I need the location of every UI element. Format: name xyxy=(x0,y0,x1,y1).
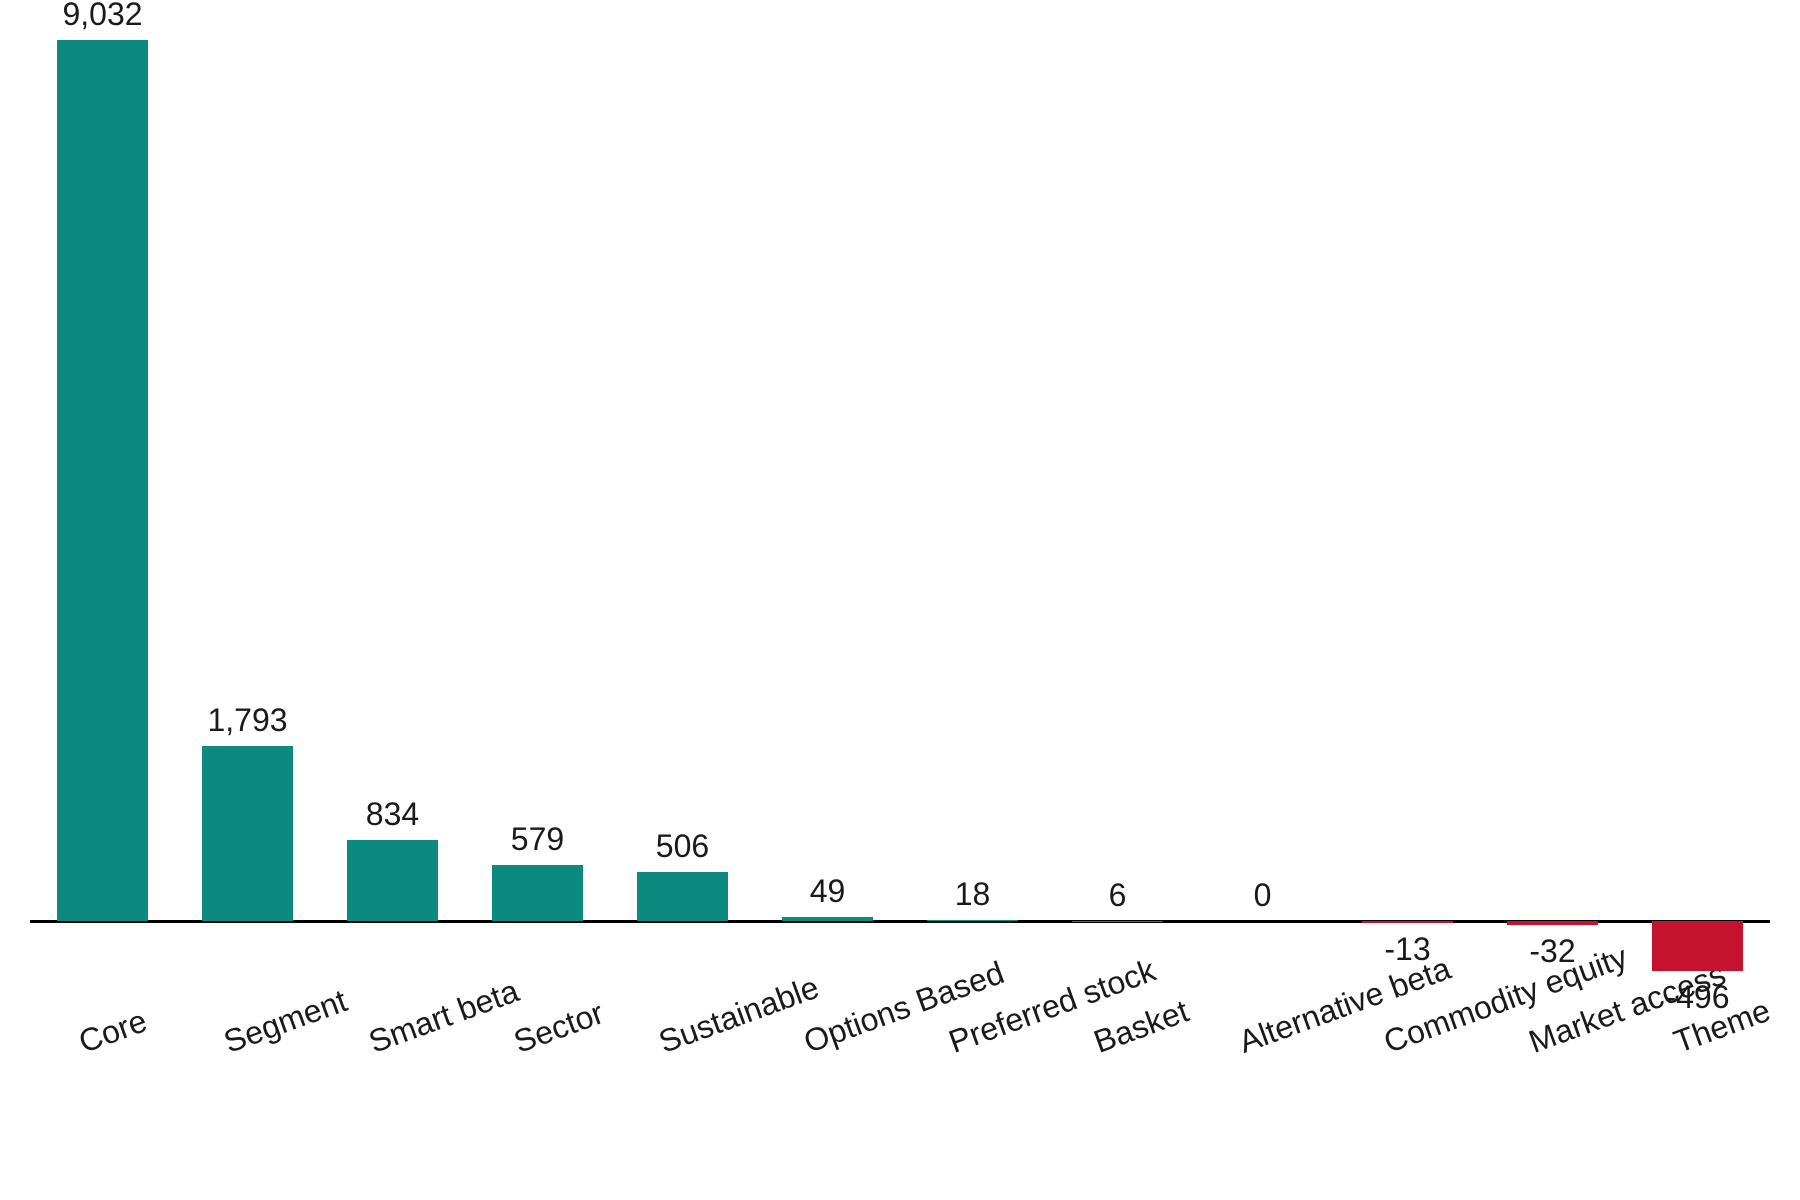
plot-area: 9,032Core1,793Segment834Smart beta579Sec… xyxy=(30,40,1770,1170)
category-label: Sustainable xyxy=(654,969,824,1061)
bar-value-label: 49 xyxy=(755,873,900,910)
bar-value-label: 0 xyxy=(1190,877,1335,914)
bar-value-label: 9,032 xyxy=(30,0,175,33)
bar-value-label: 506 xyxy=(610,828,755,865)
bar xyxy=(637,872,728,921)
bar xyxy=(347,840,438,921)
bar-value-label: 579 xyxy=(465,821,610,858)
bar xyxy=(1507,921,1598,924)
bar-value-label: 1,793 xyxy=(175,702,320,739)
bar xyxy=(1072,921,1163,922)
bar-chart: 9,032Core1,793Segment834Smart beta579Sec… xyxy=(0,0,1800,1200)
bar xyxy=(492,865,583,922)
bar-value-label: 834 xyxy=(320,796,465,833)
bar xyxy=(1652,921,1743,971)
category-label: Core xyxy=(74,1002,152,1060)
bar xyxy=(927,920,1018,922)
bar xyxy=(782,917,873,922)
bar-value-label: -13 xyxy=(1335,931,1480,968)
category-label: Smart beta xyxy=(364,973,524,1061)
bar xyxy=(1362,921,1453,922)
category-label: Segment xyxy=(219,982,352,1061)
bar xyxy=(202,746,293,921)
bar xyxy=(57,40,148,921)
bar-value-label: 6 xyxy=(1045,877,1190,914)
bar-value-label: 18 xyxy=(900,876,1045,913)
bar-value-label: -32 xyxy=(1480,933,1625,970)
